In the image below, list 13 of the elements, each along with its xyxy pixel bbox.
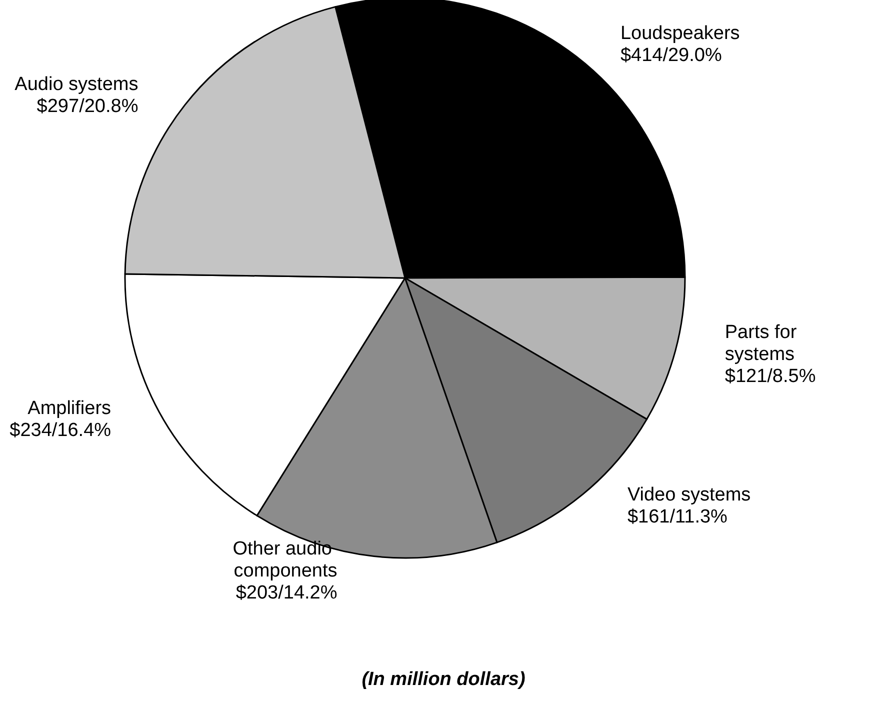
data-label: $297/20.8% xyxy=(36,96,138,118)
data-label: $234/16.4% xyxy=(10,420,112,441)
slice-label: Amplifiers xyxy=(28,398,112,419)
slice-label: Other audio components xyxy=(232,538,338,582)
slice-label: Audio systems xyxy=(14,74,138,96)
slice-label: Loudspeakers xyxy=(620,23,740,44)
slice-label: Video systems xyxy=(627,484,751,506)
data-label: $414/29.0% xyxy=(620,45,722,66)
data-label: $121/8.5% xyxy=(724,366,816,388)
data-label: $161/11.3% xyxy=(627,506,728,528)
text: (In million dollars) xyxy=(362,669,526,690)
slice-label: Parts for systems xyxy=(724,322,802,366)
data-label: $203/14.2% xyxy=(236,582,338,604)
